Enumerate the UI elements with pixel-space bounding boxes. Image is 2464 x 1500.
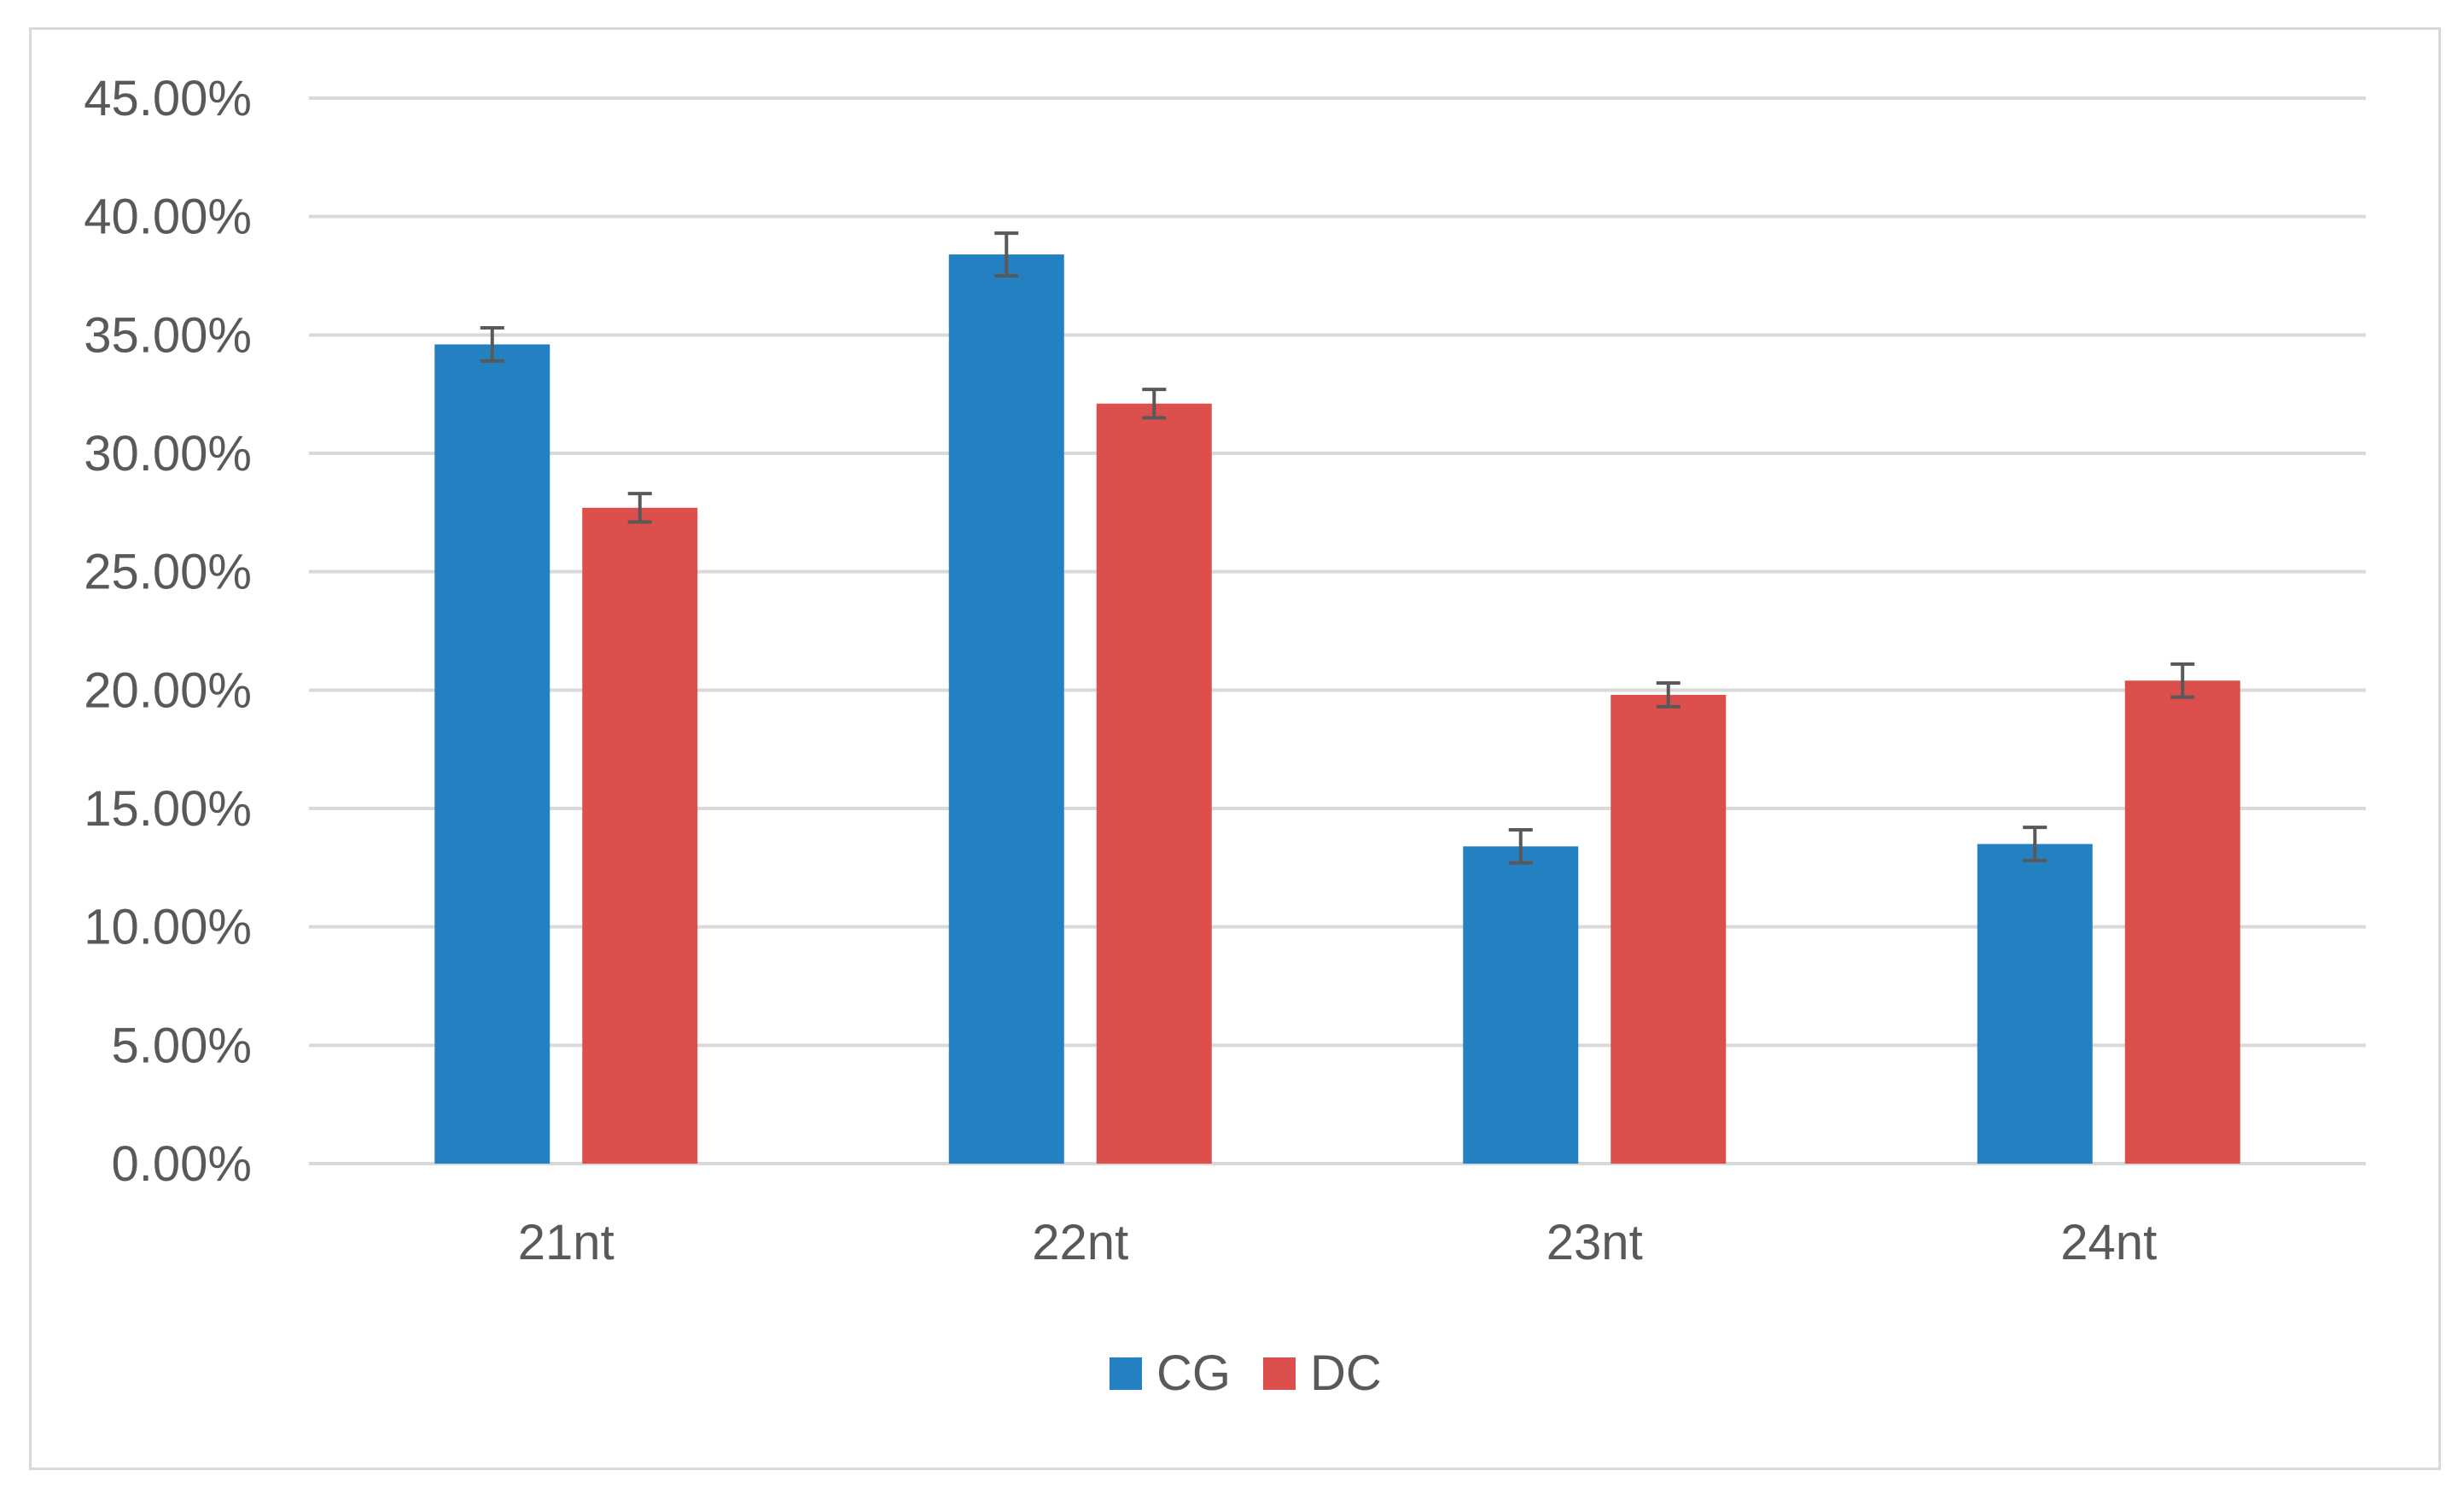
error-bar-cg-23nt: [1508, 827, 1533, 865]
legend: CG DC: [1110, 1345, 1382, 1401]
y-tick-label: 10.00%: [84, 900, 252, 955]
y-tick-label: 0.00%: [112, 1136, 252, 1192]
bars: [434, 254, 2240, 1164]
x-tick-label: 24nt: [2060, 1215, 2157, 1270]
bar-dc-22nt: [1096, 403, 1212, 1164]
legend-label: CG: [1156, 1345, 1231, 1401]
bar-cg-22nt: [948, 254, 1064, 1164]
y-tick-label: 5.00%: [112, 1018, 252, 1073]
bar-dc-21nt: [582, 507, 698, 1164]
legend-item-dc: DC: [1263, 1345, 1382, 1401]
x-tick-label: 21nt: [518, 1215, 615, 1270]
error-bar-dc-24nt: [2170, 662, 2195, 699]
y-tick-label: 45.00%: [84, 71, 252, 126]
error-bar-dc-22nt: [1142, 388, 1167, 420]
x-tick-label: 22nt: [1032, 1215, 1128, 1270]
bar-dc-23nt: [1611, 694, 1727, 1164]
y-tick-label: 20.00%: [84, 662, 252, 718]
y-tick-label: 25.00%: [84, 545, 252, 600]
error-bar-dc-21nt: [627, 492, 652, 524]
chart-frame: [29, 27, 2441, 1470]
y-tick-label: 30.00%: [84, 426, 252, 482]
error-bar-dc-23nt: [1656, 681, 1681, 709]
y-tick-label: 15.00%: [84, 781, 252, 837]
error-bar-cg-22nt: [994, 231, 1019, 277]
bar-dc-24nt: [2124, 680, 2240, 1164]
legend-swatch: [1263, 1357, 1296, 1390]
legend-label: DC: [1310, 1345, 1382, 1401]
bar-cg-23nt: [1463, 846, 1579, 1164]
x-axis-tick-labels: 21nt 22nt 23nt 24nt: [518, 1215, 2157, 1270]
y-tick-label: 35.00%: [84, 307, 252, 363]
error-bar-cg-21nt: [480, 326, 504, 363]
legend-item-cg: CG: [1110, 1345, 1231, 1401]
error-bars: [480, 231, 2195, 865]
y-axis-tick-labels: 0.00% 5.00% 10.00% 15.00% 20.00% 25.00% 30.00%…: [84, 71, 252, 1192]
error-bar-cg-24nt: [2023, 826, 2048, 863]
legend-swatch: [1110, 1357, 1142, 1390]
y-tick-label: 40.00%: [84, 190, 252, 245]
bar-cg-21nt: [434, 344, 550, 1164]
bar-cg-24nt: [1977, 843, 2093, 1164]
x-tick-label: 23nt: [1547, 1215, 1643, 1270]
